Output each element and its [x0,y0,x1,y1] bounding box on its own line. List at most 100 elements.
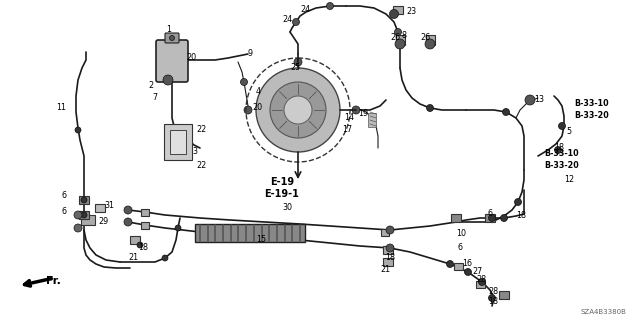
Text: 11: 11 [56,103,66,113]
Circle shape [465,269,472,276]
Circle shape [352,106,360,114]
Text: Fr.: Fr. [46,276,61,286]
Text: 26: 26 [420,33,430,42]
Circle shape [447,261,454,268]
Text: B-33-10: B-33-10 [574,100,609,108]
Text: 19: 19 [358,109,368,118]
Text: 16: 16 [462,259,472,269]
Text: 4: 4 [256,87,261,97]
Text: 15: 15 [256,235,266,244]
Bar [499,291,509,299]
Text: 18: 18 [385,254,395,263]
Bar [383,246,393,254]
Bar [476,280,484,287]
Text: B-33-20: B-33-20 [574,112,609,121]
Bar [393,6,403,14]
Bar [451,214,461,222]
Text: 28: 28 [488,287,498,296]
Circle shape [394,28,401,35]
Text: 27: 27 [472,268,483,277]
Bar [381,228,389,235]
Circle shape [488,214,495,221]
Text: 10: 10 [456,229,466,239]
Bar [79,211,89,219]
Circle shape [284,96,312,124]
FancyBboxPatch shape [156,40,188,82]
Text: 9: 9 [248,49,253,58]
Circle shape [479,278,486,286]
Text: 20: 20 [252,103,262,113]
Text: 24: 24 [300,5,310,14]
Text: E-19-1: E-19-1 [264,189,300,199]
Text: 2: 2 [148,81,153,91]
Circle shape [500,214,508,221]
Text: 6: 6 [458,243,463,253]
Text: 20: 20 [186,54,196,63]
Bar [81,215,95,225]
Text: 14: 14 [344,114,354,122]
Text: 22: 22 [196,125,206,135]
Bar [454,263,463,270]
Text: 22: 22 [196,161,206,170]
Text: 18: 18 [138,243,148,253]
Circle shape [294,58,302,66]
Bar [79,196,89,204]
Text: 25: 25 [290,63,300,72]
Text: 18: 18 [554,144,564,152]
Circle shape [124,218,132,226]
Circle shape [386,244,394,252]
Text: 17: 17 [342,125,352,135]
FancyBboxPatch shape [165,33,179,43]
Text: 7: 7 [152,93,157,102]
Circle shape [137,242,143,248]
Circle shape [163,75,173,85]
Circle shape [502,108,509,115]
Text: 28: 28 [476,276,486,285]
Text: 24: 24 [282,16,292,25]
FancyBboxPatch shape [164,124,192,160]
Text: 13: 13 [534,95,544,105]
Bar [95,204,105,212]
Circle shape [559,122,566,130]
Circle shape [175,225,181,231]
Circle shape [292,19,300,26]
Circle shape [525,95,535,105]
Bar [141,209,149,216]
Circle shape [395,39,405,49]
Text: B-33-10: B-33-10 [544,150,579,159]
Text: 3: 3 [192,147,197,157]
Circle shape [425,39,435,49]
Text: 23: 23 [406,8,416,17]
Bar [485,214,495,222]
FancyBboxPatch shape [170,130,186,154]
Text: 8: 8 [402,32,407,41]
Circle shape [241,78,248,85]
Circle shape [244,106,252,114]
Bar [383,258,393,266]
Text: 1: 1 [166,26,171,34]
Circle shape [81,197,87,203]
Circle shape [390,10,399,19]
Bar [368,113,376,127]
Text: 29: 29 [98,218,108,226]
Bar [130,236,140,244]
Circle shape [74,224,82,232]
Text: B-33-20: B-33-20 [544,161,579,170]
Circle shape [162,255,168,261]
Text: 12: 12 [564,175,574,184]
Circle shape [426,105,433,112]
Text: 6: 6 [488,210,493,219]
Bar [426,35,435,45]
Circle shape [515,198,522,205]
Circle shape [75,127,81,133]
Circle shape [554,146,561,153]
Circle shape [386,226,394,234]
Circle shape [81,212,87,218]
Text: 18: 18 [488,298,498,307]
Text: 21: 21 [380,265,390,275]
Circle shape [326,3,333,10]
Text: 6: 6 [62,191,67,201]
Text: 26: 26 [390,33,400,42]
Text: 30: 30 [282,204,292,212]
Circle shape [124,206,132,214]
